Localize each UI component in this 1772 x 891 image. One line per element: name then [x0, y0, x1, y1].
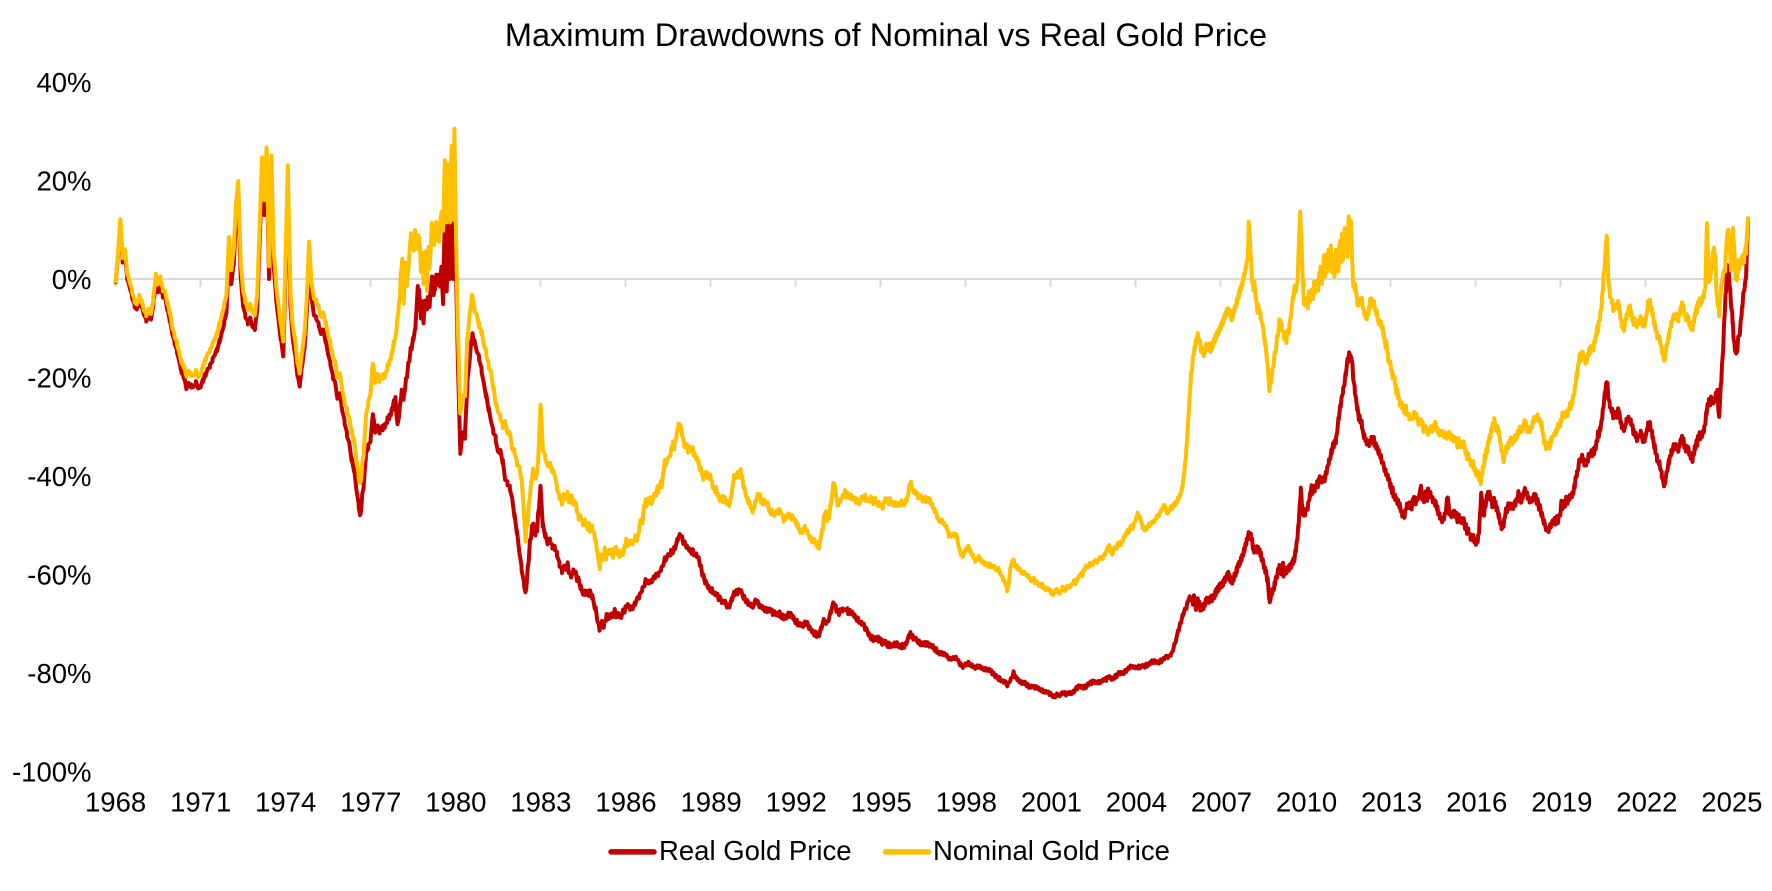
svg-text:20%: 20% — [36, 166, 91, 197]
svg-text:2007: 2007 — [1191, 787, 1252, 818]
svg-text:1992: 1992 — [766, 787, 827, 818]
svg-text:Real Gold Price: Real Gold Price — [659, 835, 852, 866]
svg-text:-20%: -20% — [27, 363, 91, 394]
svg-text:2010: 2010 — [1276, 787, 1337, 818]
svg-text:-40%: -40% — [27, 461, 91, 492]
svg-text:1971: 1971 — [170, 787, 231, 818]
svg-text:2025: 2025 — [1701, 787, 1762, 818]
svg-text:-80%: -80% — [27, 658, 91, 689]
svg-text:2016: 2016 — [1446, 787, 1507, 818]
svg-text:2019: 2019 — [1531, 787, 1592, 818]
svg-text:-100%: -100% — [12, 757, 92, 788]
svg-text:Maximum Drawdowns of Nominal v: Maximum Drawdowns of Nominal vs Real Gol… — [505, 17, 1267, 53]
svg-text:1980: 1980 — [425, 787, 486, 818]
svg-text:2013: 2013 — [1361, 787, 1422, 818]
svg-text:1977: 1977 — [340, 787, 401, 818]
svg-text:Nominal Gold Price: Nominal Gold Price — [933, 835, 1170, 866]
svg-text:1989: 1989 — [681, 787, 742, 818]
svg-text:1986: 1986 — [595, 787, 656, 818]
svg-text:2022: 2022 — [1616, 787, 1677, 818]
svg-text:0%: 0% — [52, 264, 92, 295]
svg-text:40%: 40% — [36, 67, 91, 98]
svg-text:1995: 1995 — [851, 787, 912, 818]
svg-text:2004: 2004 — [1106, 787, 1167, 818]
svg-text:1974: 1974 — [255, 787, 316, 818]
svg-text:2001: 2001 — [1021, 787, 1082, 818]
svg-text:-60%: -60% — [27, 560, 91, 591]
svg-text:1998: 1998 — [936, 787, 997, 818]
svg-text:1983: 1983 — [510, 787, 571, 818]
svg-text:1968: 1968 — [85, 787, 146, 818]
